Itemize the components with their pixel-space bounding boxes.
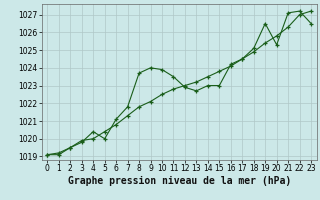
X-axis label: Graphe pression niveau de la mer (hPa): Graphe pression niveau de la mer (hPa) bbox=[68, 176, 291, 186]
